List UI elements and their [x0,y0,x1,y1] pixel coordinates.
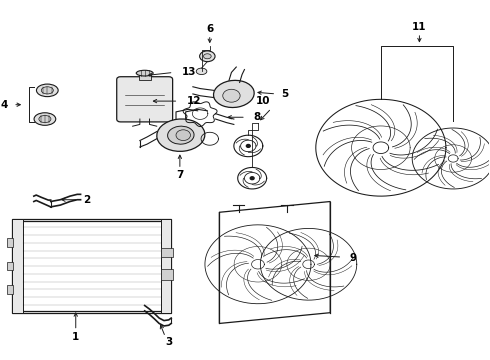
Bar [7,285,13,294]
Ellipse shape [136,70,153,76]
Text: 9: 9 [349,253,357,263]
Circle shape [250,177,254,180]
Text: 13: 13 [182,67,196,77]
Text: 12: 12 [187,96,201,106]
Ellipse shape [39,116,51,123]
Ellipse shape [168,126,194,144]
Ellipse shape [157,119,205,151]
Ellipse shape [214,80,254,108]
Circle shape [246,144,250,147]
Bar [12,220,171,313]
Bar [161,220,171,313]
Ellipse shape [196,68,207,75]
Text: 8: 8 [253,112,260,122]
Ellipse shape [199,51,215,62]
Text: 2: 2 [83,195,91,205]
Circle shape [176,130,191,140]
Bar [7,238,13,247]
Bar [161,248,172,257]
Bar [15,221,169,311]
Bar [7,262,13,270]
Bar [161,269,172,280]
Text: 5: 5 [281,89,288,99]
Text: 7: 7 [176,170,184,180]
Text: 11: 11 [412,22,427,32]
Ellipse shape [34,113,56,125]
Ellipse shape [36,84,58,96]
Ellipse shape [203,54,211,59]
Text: 6: 6 [206,24,213,35]
Text: 10: 10 [255,96,270,106]
Ellipse shape [41,87,53,94]
Text: 3: 3 [165,337,172,347]
Bar [12,220,23,313]
Text: 4: 4 [1,100,8,110]
FancyBboxPatch shape [117,77,172,122]
Circle shape [223,89,240,102]
Text: 1: 1 [72,332,79,342]
Bar [139,73,151,80]
